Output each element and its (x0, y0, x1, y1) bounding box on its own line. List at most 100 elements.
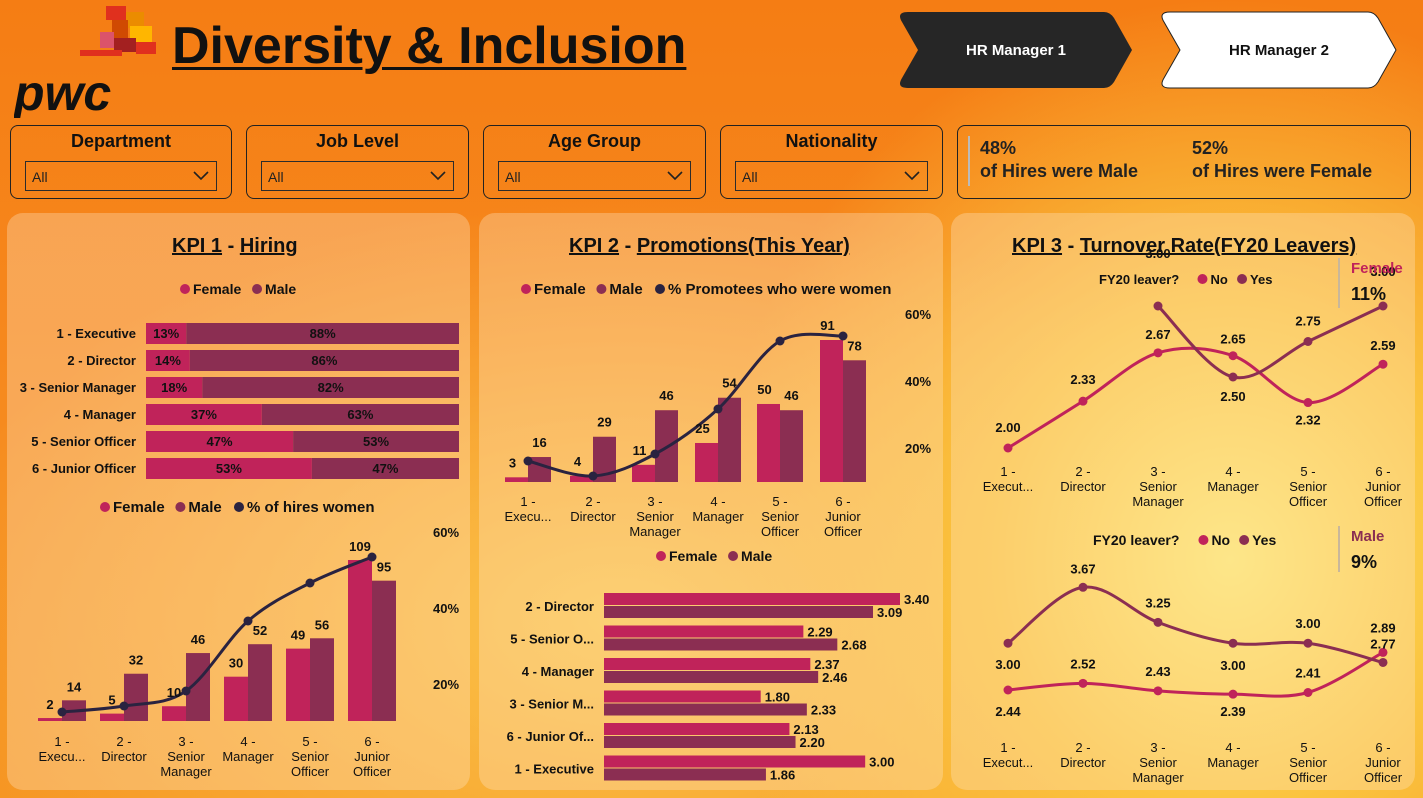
filter-department: Department All (10, 125, 232, 199)
bar-male (604, 671, 819, 683)
line-point (57, 707, 67, 717)
x-tick-label: 1 - (520, 494, 535, 509)
data-label: 2.43 (1145, 664, 1170, 679)
bar-male (202, 377, 459, 398)
dropdown-value: All (742, 169, 758, 185)
x-tick-label: Manager (1132, 770, 1184, 785)
data-label: 63% (347, 407, 373, 422)
bar-male (604, 703, 807, 716)
line-point (1153, 617, 1163, 627)
line-no (1007, 651, 1384, 698)
x-tick-label: Senior (1289, 479, 1327, 494)
data-label: 47% (372, 461, 398, 476)
y-tick-label: 6 - Junior Officer (32, 461, 136, 476)
logo-text: pwc (14, 65, 111, 118)
data-label: 2.77 (1370, 636, 1395, 651)
data-label: 56 (315, 617, 329, 632)
female-hires-text: of Hires were Female (1192, 161, 1373, 181)
bar-male (248, 644, 272, 721)
age-group-dropdown[interactable]: All (498, 161, 691, 191)
data-label: 2.39 (1220, 704, 1245, 719)
bar-female (146, 458, 312, 479)
x-tick-label: 4 - (240, 734, 255, 749)
data-label: 2.75 (1295, 314, 1320, 329)
data-label: 30 (229, 656, 243, 671)
data-label: 3.00 (995, 657, 1020, 672)
male-hires-stat: 48% of Hires were Male (980, 137, 1138, 183)
bar-male (604, 736, 796, 748)
x-tick-label: 1 - (1000, 740, 1015, 755)
dropdown-value: All (32, 169, 48, 185)
legend-label: Female (193, 281, 241, 297)
hires-summary-card: 48% of Hires were Male 52% of Hires were… (957, 125, 1411, 199)
data-label: 2.46 (822, 670, 847, 685)
data-label: 4 (574, 454, 582, 469)
x-tick-label: 4 - (1225, 464, 1240, 479)
nationality-dropdown[interactable]: All (735, 161, 928, 191)
legend-label: % Promotees who were women (668, 281, 891, 298)
x-tick-label: Junior (1365, 479, 1401, 494)
data-label: 2.33 (811, 703, 836, 718)
data-label: 3.00 (869, 755, 894, 770)
x-tick-label: Junior (825, 509, 861, 524)
bar-male (372, 580, 396, 721)
data-label: 16 (532, 435, 546, 450)
data-label: 109 (349, 539, 371, 554)
data-label: 3.00 (1145, 246, 1170, 261)
data-label: 13% (153, 326, 179, 341)
legend-marker (100, 502, 110, 512)
line-point (1003, 443, 1013, 453)
y-right-tick: 20% (433, 677, 459, 692)
legend-label: Female (534, 281, 586, 298)
data-label: 3.00 (1370, 264, 1395, 279)
x-tick-label: 4 - (1225, 740, 1240, 755)
legend-label: No (1210, 272, 1227, 287)
data-label: 29 (597, 415, 611, 430)
x-tick-label: Director (1060, 479, 1106, 494)
x-tick-label: Manager (1207, 755, 1259, 770)
chevron-down-icon (193, 171, 209, 181)
x-tick-label: 1 - (54, 734, 69, 749)
data-label: 2.65 (1220, 332, 1245, 347)
legend-marker (175, 502, 186, 512)
line-point (119, 701, 129, 711)
legend-label: Yes (1252, 532, 1276, 548)
legend-label: No (1211, 532, 1230, 548)
chevron-down-icon (667, 171, 683, 181)
job-level-dropdown[interactable]: All (261, 161, 454, 191)
data-label: 53% (216, 461, 242, 476)
data-label: 2.00 (995, 420, 1020, 435)
line-point (1003, 638, 1013, 648)
filter-label: Nationality (785, 131, 878, 151)
bar-female (146, 323, 187, 344)
data-label: 2.67 (1145, 327, 1170, 342)
line-point (1378, 647, 1388, 657)
y-tick-label: 4 - Manager (64, 407, 136, 422)
data-label: 49 (291, 628, 305, 643)
data-label: 3.00 (1295, 616, 1320, 631)
male-hires-text: of Hires were Male (980, 161, 1139, 181)
department-dropdown[interactable]: All (25, 161, 217, 191)
y-right-tick: 20% (905, 441, 931, 456)
y-tick-label: 5 - Senior O... (510, 632, 594, 647)
data-label: 47% (207, 434, 233, 449)
bar-male (189, 350, 459, 371)
bar-female (146, 350, 190, 371)
legend-marker (180, 284, 190, 294)
data-label: 52 (253, 623, 267, 638)
nav-hr-manager-1-button[interactable]: HR Manager 1 (896, 10, 1136, 90)
data-label: 46 (191, 632, 205, 647)
data-label: 10 (167, 685, 181, 700)
line-point (588, 471, 598, 481)
x-tick-label: 3 - (1150, 740, 1165, 755)
line-point (1078, 396, 1088, 406)
line-point (243, 616, 253, 626)
data-label: 2.50 (1220, 389, 1245, 404)
data-label: 5 (108, 693, 115, 708)
legend-label: Female (113, 499, 165, 516)
x-tick-label: 4 - (710, 494, 725, 509)
nav-hr-manager-2-button[interactable]: HR Manager 2 (1158, 10, 1400, 90)
x-tick-label: 3 - (647, 494, 662, 509)
data-label: 46 (659, 388, 673, 403)
x-tick-label: Manager (222, 749, 274, 764)
